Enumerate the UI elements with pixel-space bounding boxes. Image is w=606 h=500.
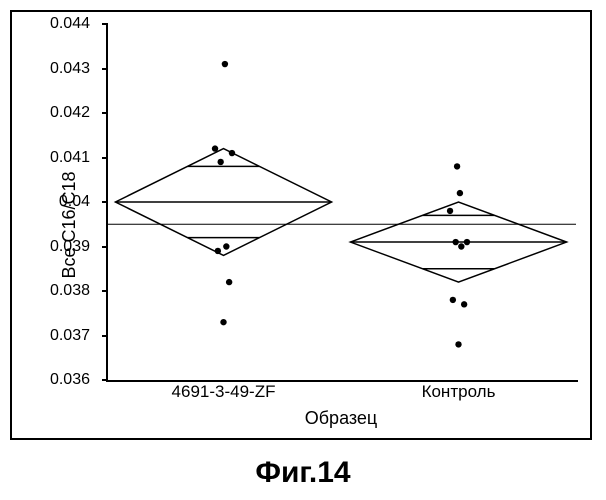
y-tick-label: 0.044 xyxy=(50,15,90,33)
y-tick-label: 0.042 xyxy=(50,104,90,122)
figure-caption: Фиг.14 xyxy=(10,456,596,490)
y-tick-label: 0.04 xyxy=(59,193,90,211)
x-tick-label: 4691-3-49-ZF xyxy=(172,382,276,402)
x-axis-label: Образец xyxy=(305,408,378,429)
y-tick-label: 0.039 xyxy=(50,238,90,256)
y-tick-label: 0.036 xyxy=(50,371,90,389)
chart-outer-frame: Все C16/C18 0.0360.0370.0380.0390.040.04… xyxy=(10,10,592,440)
chart-area: Все C16/C18 0.0360.0370.0380.0390.040.04… xyxy=(20,20,582,430)
y-tick-labels: 0.0360.0370.0380.0390.040.0410.0420.0430… xyxy=(38,20,98,380)
plot-svg xyxy=(106,24,576,380)
x-tick-label: Контроль xyxy=(422,382,496,402)
y-tick-label: 0.041 xyxy=(50,149,90,167)
y-tick-label: 0.043 xyxy=(50,60,90,78)
y-tick-label: 0.037 xyxy=(50,327,90,345)
y-tick-label: 0.038 xyxy=(50,282,90,300)
